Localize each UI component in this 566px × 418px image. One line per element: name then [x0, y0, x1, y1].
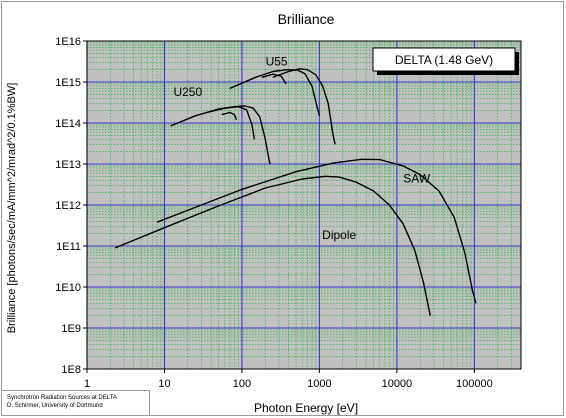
curve-label: U250 [173, 85, 202, 99]
y-tick-label: 1E13 [55, 159, 81, 171]
chart-title: Brilliance [278, 11, 335, 27]
y-tick-label: 1E16 [55, 36, 81, 48]
plot-area: 1 10 100 1000 10000 100000 1E8 1E9 1E10 1E11 1E12 1… [55, 36, 522, 390]
x-tick-label: 100000 [456, 378, 493, 390]
x-tick-label: 10000 [382, 378, 413, 390]
y-tick-label: 1E8 [61, 364, 81, 376]
plot-border [86, 40, 522, 370]
series-curve-8 [261, 73, 287, 85]
y-tick-label: 1E12 [55, 200, 81, 212]
footer-line-1: Synchrotron Radiation Sources at DELTA [7, 395, 117, 401]
series-curve-4 [206, 106, 256, 140]
annotation-box [372, 47, 516, 72]
series-curve-1 [114, 175, 431, 316]
curve-label: U55 [266, 55, 288, 69]
x-tick-label: 10 [158, 378, 170, 390]
curve-label: Dipole [322, 228, 356, 242]
y-tick-label: 1E9 [61, 323, 81, 335]
y-tick-label: 1E14 [55, 118, 81, 130]
y-tick-label: 1E11 [56, 241, 81, 253]
series-curve-5 [221, 111, 238, 121]
x-tick-label: 100 [233, 378, 251, 390]
series-curve-7 [272, 68, 336, 145]
annotation-text: DELTA (1.48 GeV) [395, 53, 493, 67]
x-tick-label: 1000 [307, 378, 331, 390]
y-tick-label: 1E15 [55, 77, 81, 89]
y-axis-label: Brilliance [photons/sec/mA/mm^2/mrad^2/0… [6, 83, 18, 334]
footer-line-2: D. Schirmer, University of Dortmund [7, 403, 103, 409]
x-axis-label: Photon Energy [eV] [254, 401, 358, 415]
series-curve-2 [156, 158, 477, 304]
curve-label: SAW [403, 172, 431, 186]
x-tick-label: 1 [84, 378, 90, 390]
footer-box: Synchrotron Radiation Sources at DELTA D… [1, 390, 150, 416]
y-tick-label: 1E10 [55, 282, 81, 294]
